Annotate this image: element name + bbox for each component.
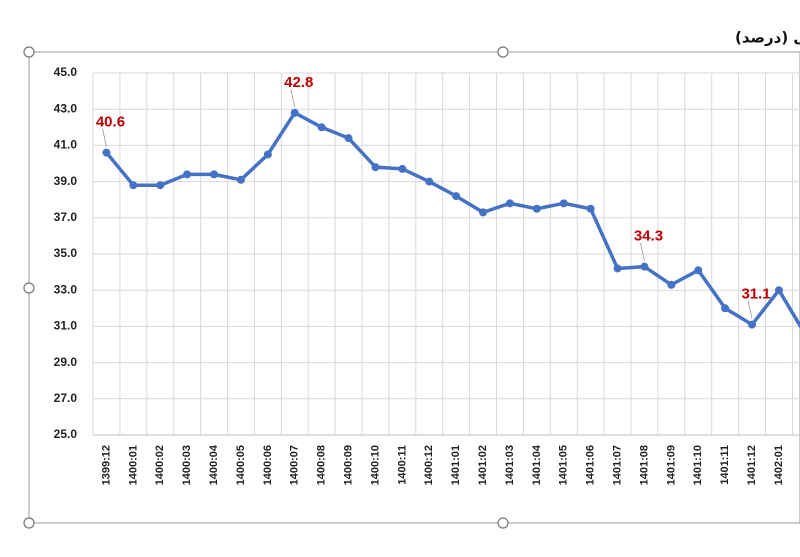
x-tick-label: 1400:04 <box>208 444 220 485</box>
data-point <box>263 150 272 159</box>
data-point <box>479 208 488 217</box>
frame-handle <box>23 46 35 58</box>
x-tick-label: 1400:08 <box>316 445 328 485</box>
data-point <box>317 123 326 132</box>
y-tick-label: 29.0 <box>54 355 78 369</box>
data-point <box>102 148 111 157</box>
data-point <box>613 264 622 273</box>
y-tick-label: 37.0 <box>54 210 78 224</box>
x-tick-label: 1401:09 <box>665 445 677 485</box>
data-point <box>156 181 165 190</box>
data-point <box>183 170 192 179</box>
x-tick-label: 1401:03 <box>504 445 516 485</box>
y-tick-label: 43.0 <box>54 101 78 115</box>
frame-handle <box>23 517 35 529</box>
data-label: 42.8 <box>284 74 313 91</box>
x-tick-label: 1401:02 <box>477 445 489 485</box>
label-leader <box>290 88 296 107</box>
x-tick-label: 1400:07 <box>289 445 301 485</box>
x-tick-label: 1400:09 <box>342 445 354 485</box>
y-tick-label: 45.0 <box>54 65 78 79</box>
x-tick-label: 1400:12 <box>423 445 435 485</box>
data-point <box>559 199 568 208</box>
data-line <box>105 111 800 330</box>
data-point <box>425 177 434 186</box>
data-point <box>640 262 649 271</box>
y-tick-label: 27.0 <box>54 391 78 405</box>
data-point <box>290 108 299 117</box>
data-point <box>505 199 514 208</box>
x-tick-label: 1400:01 <box>127 445 139 485</box>
chart-title: نمودار1- روند تحولات نرخ رشد دوازده ماهه… <box>735 29 800 47</box>
x-tick-label: 1400:06 <box>262 445 274 485</box>
x-tick-label: 1400:10 <box>369 445 381 485</box>
data-point <box>532 204 541 213</box>
y-tick-label: 33.0 <box>54 282 78 296</box>
x-tick-label: 1401:04 <box>531 444 543 485</box>
x-tick-label: 1401:10 <box>692 445 704 485</box>
data-point <box>452 192 461 201</box>
data-point <box>236 175 245 184</box>
data-point <box>371 163 380 172</box>
x-tick-label: 1401:08 <box>638 445 650 485</box>
y-tick-label: 39.0 <box>54 174 78 188</box>
frame-handle <box>23 282 35 294</box>
label-leader <box>102 128 107 147</box>
label-leader <box>640 242 645 261</box>
y-tick-label: 35.0 <box>54 246 78 260</box>
x-tick-label: 1401:12 <box>746 445 758 485</box>
x-tick-label: 1401:01 <box>450 445 462 485</box>
data-point <box>210 170 219 179</box>
data-label: 34.3 <box>634 228 663 245</box>
data-point <box>586 204 595 213</box>
x-tick-label: 1400:05 <box>235 445 247 485</box>
x-tick-label: 1399:12 <box>100 445 112 485</box>
data-point <box>398 164 407 173</box>
x-tick-label: 1401:06 <box>585 445 597 485</box>
data-point <box>694 266 703 275</box>
data-point <box>667 280 676 289</box>
y-tick-label: 41.0 <box>54 138 78 152</box>
label-leader <box>747 300 753 319</box>
x-tick-label: 1400:02 <box>154 445 166 485</box>
x-tick-label: 1401:07 <box>611 445 623 485</box>
data-label: 31.1 <box>741 286 770 303</box>
y-tick-label: 31.0 <box>54 319 78 333</box>
data-point <box>344 134 353 143</box>
data-point <box>774 286 783 295</box>
plot-area: 1399:12 1400:01 1400:02 1400:03 1400:04 1400:… <box>92 72 800 485</box>
data-point <box>129 181 138 190</box>
x-tick-label: 1400:11 <box>396 445 408 485</box>
x-tick-label: 1402:01 <box>773 445 785 485</box>
y-tick-label: 25.0 <box>54 427 78 441</box>
x-tick-label: 1401:11 <box>719 445 731 485</box>
data-point <box>721 304 730 313</box>
data-point <box>748 320 757 329</box>
frame-handle <box>497 46 509 58</box>
x-tick-label: 1400:03 <box>181 445 193 485</box>
x-tick-label: 1401:05 <box>558 445 570 485</box>
frame-handle <box>497 517 509 529</box>
data-label: 40.6 <box>96 114 125 131</box>
